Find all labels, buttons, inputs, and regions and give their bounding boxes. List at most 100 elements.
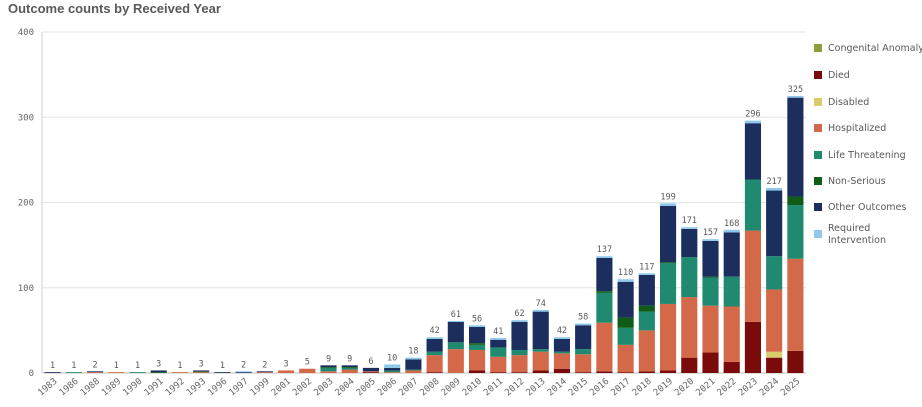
- bar-segment-2009-required-intervention: [447, 320, 464, 322]
- bar-segment-2012-required-intervention: [511, 320, 528, 322]
- bar-segment-1991-other-outcomes: [150, 370, 167, 373]
- x-tick-label-2006: 2006: [376, 377, 399, 399]
- bar-segment-2014-hospitalized: [553, 353, 571, 369]
- bar-segment-2007-required-intervention: [405, 357, 422, 360]
- x-tick-label-2019: 2019: [652, 377, 675, 399]
- bar-segment-1999-hospitalized: [256, 372, 273, 373]
- total-label-2013: 74: [536, 299, 546, 309]
- bar-segment-2016-non-serious: [596, 291, 613, 293]
- bar-segment-2016-required-intervention: [596, 256, 613, 258]
- legend-label: Non-Serious: [828, 176, 886, 187]
- total-label-2010: 56: [472, 314, 482, 324]
- bar-segment-2006-hospitalized: [384, 372, 401, 373]
- bar-segment-1989-hospitalized: [108, 372, 125, 373]
- bar-segment-2006-life-threatening: [384, 370, 401, 373]
- total-label-2021: 157: [703, 228, 718, 238]
- bar-segment-2018-life-threatening: [638, 311, 655, 331]
- bar-segment-2006-required-intervention: [384, 364, 401, 368]
- bar-segment-2018-other-outcomes: [638, 274, 655, 306]
- y-tick-label: 100: [18, 284, 34, 294]
- total-label-2014: 42: [557, 326, 567, 336]
- bar-segment-1988-hospitalized: [86, 372, 104, 373]
- x-tick-label-2012: 2012: [503, 377, 526, 399]
- bar-segment-2015-died: [575, 372, 592, 373]
- total-label-2003: 9: [326, 354, 331, 364]
- bar-segment-2013-hospitalized: [532, 351, 549, 371]
- y-tick-label: 0: [29, 369, 34, 379]
- bar-segment-1983-other-outcomes: [44, 372, 61, 373]
- x-tick-label-2007: 2007: [397, 377, 420, 399]
- total-label-2020: 171: [682, 216, 697, 226]
- bar-segment-2005-hospitalized: [362, 371, 380, 373]
- x-tick-label-1999: 1999: [249, 377, 272, 399]
- x-tick-label-2009: 2009: [440, 377, 463, 399]
- bar-segment-2007-hospitalized: [405, 370, 422, 373]
- x-tick-label-2025: 2025: [779, 377, 802, 399]
- bar-segment-2007-other-outcomes: [405, 359, 422, 370]
- total-label-2025: 325: [788, 85, 803, 95]
- bar-segment-2022-required-intervention: [723, 229, 740, 233]
- bar-segment-2019-hospitalized: [659, 303, 677, 371]
- total-label-1991: 3: [156, 359, 161, 369]
- bar-segment-2018-non-serious: [638, 305, 655, 312]
- x-axis: 1983198619881989199019911992199319961997…: [36, 377, 802, 399]
- y-tick-label: 300: [18, 113, 34, 123]
- total-label-2022: 168: [724, 219, 739, 229]
- legend-swatch: [814, 151, 822, 159]
- total-label-1993: 3: [199, 359, 204, 369]
- bar-segment-2025-life-threatening: [787, 205, 804, 259]
- bar-segment-2025-other-outcomes: [787, 97, 804, 197]
- total-label-1992: 1: [177, 361, 182, 371]
- bar-segment-2019-other-outcomes: [659, 205, 677, 263]
- bar-segment-2017-other-outcomes: [617, 281, 634, 318]
- bar-segment-2023-hospitalized: [744, 230, 762, 322]
- legend-label: Life Threatening: [828, 150, 906, 161]
- y-tick-label: 400: [18, 28, 34, 38]
- bar-segment-2009-other-outcomes: [447, 321, 464, 343]
- bar-segment-2012-died: [511, 372, 528, 373]
- bar-segment-2010-life-threatening: [468, 344, 486, 350]
- bar-segment-2014-died: [553, 368, 571, 373]
- x-tick-label-2015: 2015: [567, 377, 590, 399]
- chart-title: Outcome counts by Received Year: [8, 1, 221, 16]
- bar-segment-2012-life-threatening: [511, 349, 528, 356]
- bar-segment-2006-other-outcomes: [384, 367, 401, 371]
- bar-segment-2018-hospitalized: [638, 330, 655, 372]
- x-tick-label-1988: 1988: [79, 377, 102, 399]
- bar-segment-2017-required-intervention: [617, 279, 634, 282]
- bar-segment-2015-hospitalized: [575, 354, 592, 373]
- total-label-2007: 18: [408, 347, 418, 357]
- total-label-1997: 2: [241, 360, 246, 370]
- bar-segment-2017-non-serious: [617, 317, 634, 328]
- y-tick-label: 200: [18, 199, 34, 209]
- total-label-2018: 117: [639, 262, 654, 272]
- bar-segment-2022-life-threatening: [723, 276, 740, 307]
- total-label-1999: 2: [262, 360, 267, 370]
- x-tick-label-1989: 1989: [100, 377, 123, 399]
- bar-segment-1996-other-outcomes: [214, 372, 231, 373]
- total-label-2004: 9: [347, 354, 352, 364]
- bar-segment-2003-hospitalized: [320, 371, 337, 373]
- total-label-2012: 62: [514, 309, 524, 319]
- bar-segment-1990-life-threatening: [129, 372, 146, 373]
- bar-segment-2015-other-outcomes: [575, 325, 592, 350]
- legend-swatch: [814, 230, 822, 238]
- bar-segment-2008-other-outcomes: [426, 338, 443, 352]
- bar-segment-2005-died: [362, 372, 380, 373]
- bar-segment-2023-required-intervention: [744, 120, 762, 124]
- bar-segment-2024-required-intervention: [766, 188, 783, 191]
- x-tick-label-1992: 1992: [164, 377, 187, 399]
- bar-segment-2008-died: [426, 372, 443, 373]
- legend-swatch: [814, 71, 822, 79]
- gridlines: [42, 31, 806, 374]
- bar-segment-2005-other-outcomes: [362, 367, 380, 372]
- bar-segment-2016-hospitalized: [596, 322, 613, 372]
- bar-segment-2014-life-threatening: [553, 351, 571, 354]
- bar-segment-2013-life-threatening: [532, 349, 549, 352]
- total-label-2019: 199: [660, 192, 675, 202]
- bar-segment-2009-life-threatening: [447, 342, 464, 350]
- total-label-2023: 296: [745, 110, 760, 120]
- x-tick-label-1993: 1993: [185, 377, 208, 399]
- x-tick-label-2001: 2001: [270, 377, 293, 399]
- bar-segment-2023-died: [744, 321, 762, 373]
